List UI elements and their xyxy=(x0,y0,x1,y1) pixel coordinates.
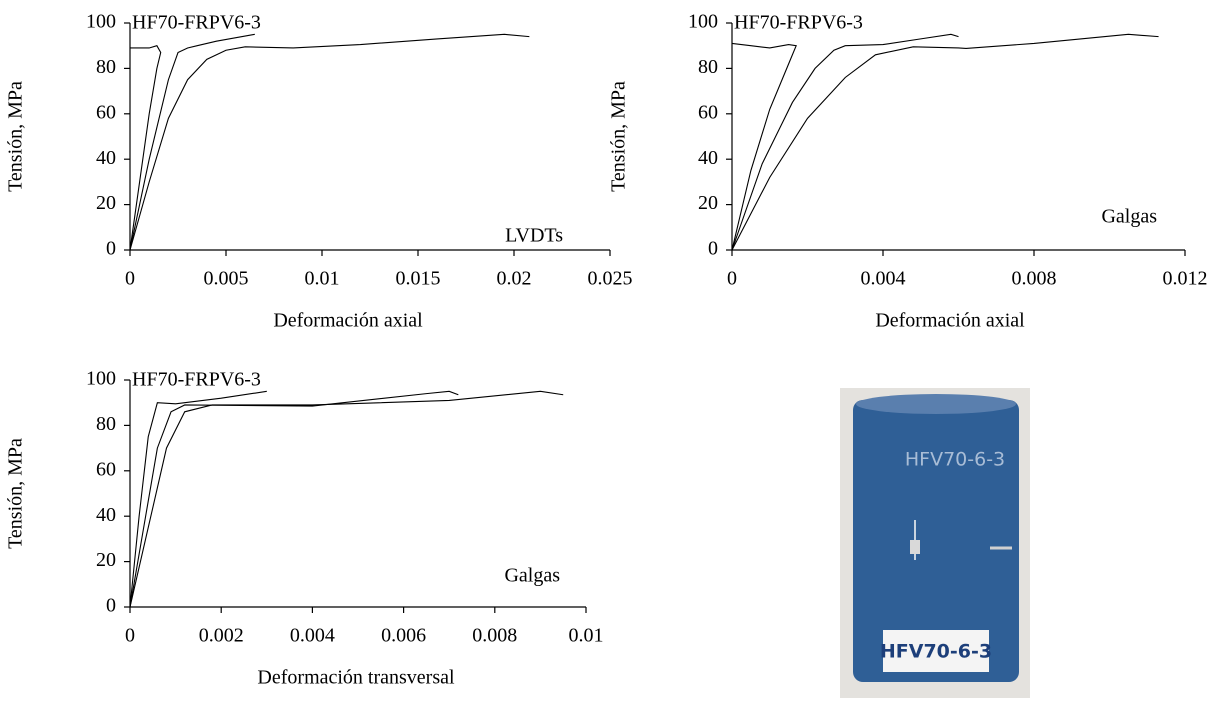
cylinder-top xyxy=(856,394,1016,414)
y-tick-label: 40 xyxy=(96,147,116,169)
x-tick-label: 0.008 xyxy=(472,625,517,647)
x-tick-label: 0 xyxy=(727,268,737,290)
y-tick-label: 20 xyxy=(698,192,718,214)
x-tick-label: 0.015 xyxy=(396,268,441,290)
y-tick-label: 100 xyxy=(688,11,718,33)
cylinder xyxy=(853,400,1019,682)
x-tick-label: 0.005 xyxy=(204,268,249,290)
y-tick-label: 80 xyxy=(96,413,116,435)
y-tick-label: 80 xyxy=(698,56,718,78)
y-tick-label: 20 xyxy=(96,549,116,571)
curve xyxy=(731,33,1159,251)
curve xyxy=(129,45,162,251)
y-axis-title: Tensión, MPa xyxy=(5,438,27,549)
x-tick-label: 0 xyxy=(125,268,135,290)
y-tick-label: 20 xyxy=(96,192,116,214)
x-tick-label: 0.01 xyxy=(569,625,604,647)
specimen-photo: HFV70-6-3 HFV70-6-3 xyxy=(840,388,1030,698)
y-tick-label: 0 xyxy=(708,238,718,260)
x-tick-label: 0.008 xyxy=(1012,268,1057,290)
photo-label-text: HFV70-6-3 xyxy=(880,641,992,663)
x-axis-title: Deformación axial xyxy=(273,310,423,332)
y-tick-label: 100 xyxy=(86,368,116,390)
x-tick-label: 0.004 xyxy=(861,268,906,290)
y-tick-label: 0 xyxy=(106,595,116,617)
y-axis-title: Tensión, MPa xyxy=(5,81,27,192)
x-tick-label: 0.025 xyxy=(588,268,633,290)
curve xyxy=(129,390,459,608)
x-axis-title: Deformación axial xyxy=(875,310,1025,332)
x-tick-label: 0.006 xyxy=(381,625,426,647)
y-tick-label: 40 xyxy=(698,147,718,169)
y-tick-label: 60 xyxy=(698,101,718,123)
specimen-label: HF70-FRPV6-3 xyxy=(734,12,863,34)
photo-top-text: HFV70-6-3 xyxy=(905,449,1005,471)
x-tick-label: 0.012 xyxy=(1163,268,1208,290)
x-tick-label: 0.004 xyxy=(290,625,335,647)
annotation: Galgas xyxy=(1101,206,1157,228)
x-axis-title: Deformación transversal xyxy=(257,667,455,689)
curve xyxy=(129,390,564,608)
x-tick-label: 0.02 xyxy=(497,268,532,290)
y-tick-label: 0 xyxy=(106,238,116,260)
photo-label-box xyxy=(883,630,989,672)
y-tick-label: 80 xyxy=(96,56,116,78)
y-axis-title: Tensión, MPa xyxy=(608,81,630,192)
curve xyxy=(129,390,267,608)
y-tick-label: 40 xyxy=(96,504,116,526)
y-tick-label: 60 xyxy=(96,458,116,480)
x-tick-label: 0.002 xyxy=(199,625,244,647)
curve xyxy=(129,33,255,251)
curve xyxy=(731,42,797,251)
specimen-label: HF70-FRPV6-3 xyxy=(132,369,261,391)
annotation: LVDTs xyxy=(505,225,563,247)
specimen-label: HF70-FRPV6-3 xyxy=(132,12,261,34)
annotation: Galgas xyxy=(504,565,560,587)
x-tick-label: 0.01 xyxy=(305,268,340,290)
y-tick-label: 60 xyxy=(96,101,116,123)
y-tick-label: 100 xyxy=(86,11,116,33)
curve xyxy=(129,33,530,251)
curve xyxy=(731,33,959,251)
gauge-pad xyxy=(910,540,920,554)
x-tick-label: 0 xyxy=(125,625,135,647)
